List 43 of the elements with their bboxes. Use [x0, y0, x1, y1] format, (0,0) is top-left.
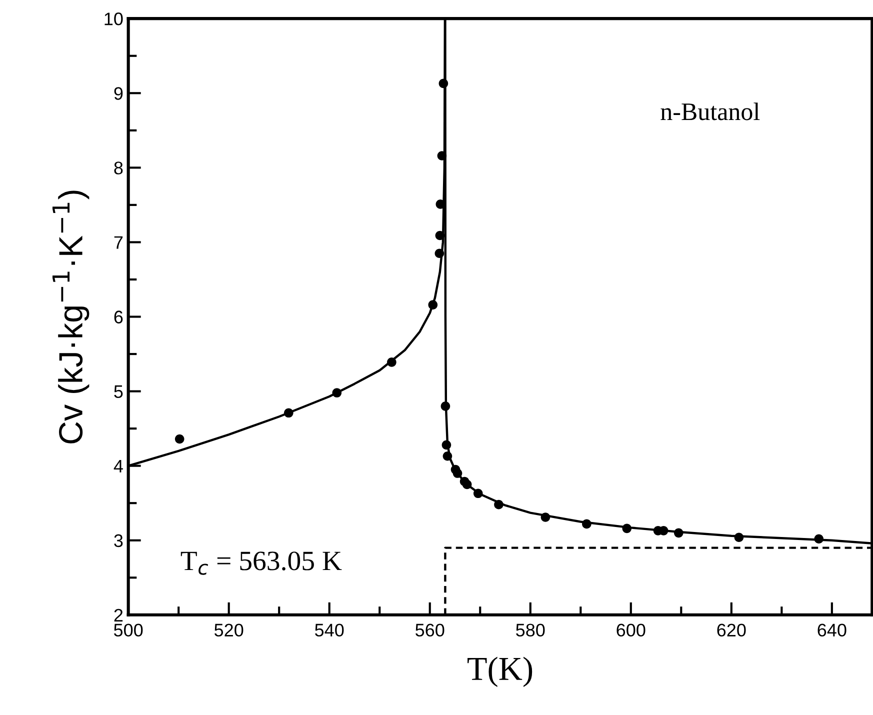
point	[494, 500, 504, 510]
point	[332, 388, 342, 398]
point	[284, 408, 294, 418]
y-tick-label: 3	[114, 534, 123, 548]
y-tick-label: 2	[114, 608, 123, 622]
point	[438, 78, 448, 88]
annotation: T$_{c}$ = 563.05 K	[180, 552, 342, 575]
point	[442, 451, 452, 461]
point	[734, 532, 744, 542]
point	[814, 534, 824, 544]
y-tick-label: 4	[114, 460, 123, 472]
point	[622, 524, 632, 534]
x-tick-label: 560	[416, 624, 444, 636]
x-tick-label: 580	[516, 624, 545, 636]
point	[452, 468, 462, 478]
y-tick-label: 9	[114, 87, 123, 100]
point	[387, 358, 396, 367]
x-tick-label: 520	[214, 624, 244, 636]
point	[434, 248, 444, 258]
x-tick-label: 640	[818, 624, 846, 636]
y-axis-title: Cv (kJ·kg$^{−1}$·K$^{−1}$)	[52, 190, 90, 444]
x-tick-label: 600	[616, 624, 646, 636]
y-tick-label: 5	[114, 385, 123, 398]
y-tick-label: 10	[104, 12, 123, 26]
point	[674, 528, 684, 538]
point	[428, 300, 438, 310]
x-tick-label: 500	[114, 624, 143, 636]
x-tick-label: 620	[717, 624, 746, 636]
y-tick-label: 6	[114, 310, 123, 324]
point	[435, 230, 445, 240]
y-tick-label: 8	[114, 162, 123, 174]
y-tick-label: 7	[114, 236, 123, 249]
point	[473, 488, 483, 498]
point	[462, 480, 472, 490]
point	[174, 434, 184, 444]
point	[540, 512, 550, 522]
point	[582, 519, 592, 529]
x-axis-title: T(K)	[468, 656, 532, 687]
point	[437, 151, 447, 160]
point	[442, 440, 452, 450]
point	[440, 402, 450, 411]
x-tick-label: 540	[315, 624, 344, 636]
annotation: n-Butanol	[660, 102, 760, 120]
